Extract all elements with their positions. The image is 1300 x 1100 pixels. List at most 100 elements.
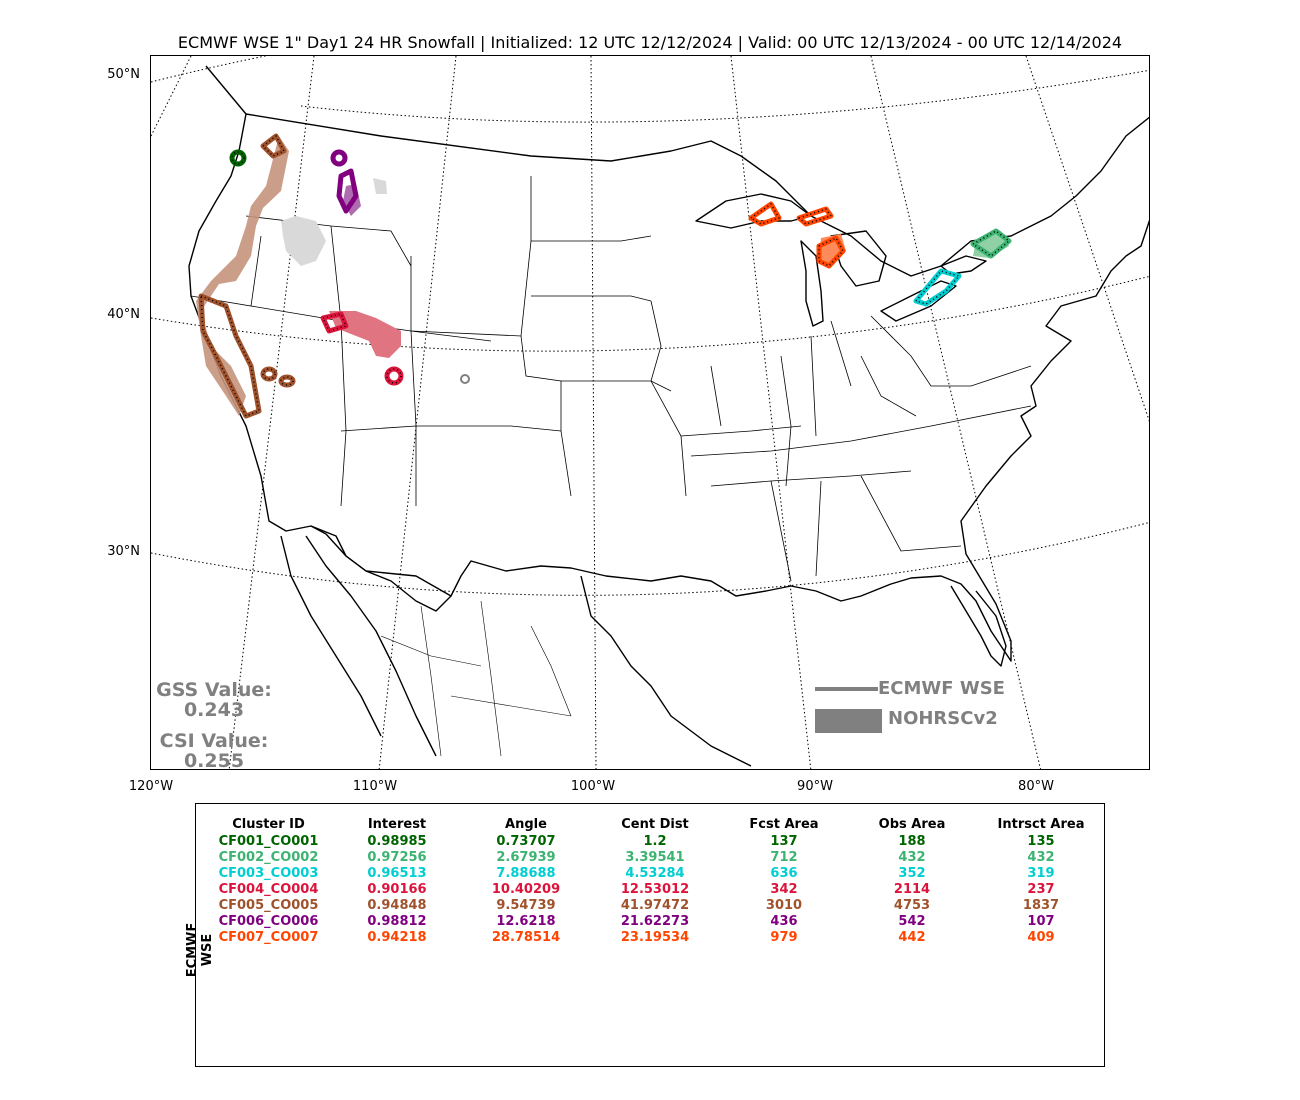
- lon-line-60w: [1025, 56, 1149, 422]
- stats-table-frame: [195, 803, 1105, 1067]
- lake-huron: [830, 230, 887, 287]
- fcst-object-cf007-a: [748, 201, 782, 227]
- table-cell: 442: [898, 929, 926, 945]
- fcst-object-cf001: [229, 149, 247, 167]
- mexico-west-coast: [305, 535, 437, 757]
- table-cell: CF004_CO004: [218, 881, 319, 897]
- map-title: ECMWF WSE 1" Day1 24 HR Snowfall | Initi…: [177, 33, 1123, 52]
- table-row: CF006_CO006 0.98812 12.6218 21.62273 436 542 1…: [205, 913, 1106, 929]
- table-cell: 0.98812: [367, 913, 427, 929]
- lat-label-40n: 40°N: [107, 307, 140, 322]
- table-cell: 0.98985: [367, 833, 427, 849]
- observed-objects: [196, 136, 1009, 416]
- legend-observed-label: NOHRSCv2: [888, 708, 998, 729]
- lat-line-40n: [151, 275, 1149, 352]
- lon-line-80w: [730, 56, 812, 769]
- state-lines: [190, 176, 1032, 582]
- fcst-object-cf005-a: [260, 133, 287, 159]
- lon-line-90w: [590, 56, 597, 769]
- table-cell: 21.62273: [620, 913, 690, 929]
- header-obs-area: Obs Area: [878, 816, 946, 832]
- mexico-border: [310, 525, 452, 597]
- gulf-coast: [580, 575, 752, 767]
- fcst-object-cf005-b: [198, 293, 262, 419]
- table-cell: 9.54739: [496, 897, 556, 913]
- fcst-object-cf006-b: [336, 168, 359, 214]
- table-row: CF004_CO004 0.90166 10.40209 12.53012 342 211…: [205, 881, 1106, 897]
- lon-line-70w: [870, 56, 1042, 769]
- coastline: [188, 65, 1149, 767]
- table-cell: 319: [1027, 865, 1055, 881]
- header-interest: Interest: [367, 816, 427, 832]
- obs-region-cf005: [196, 136, 289, 416]
- obs-region-unmatched-2: [373, 178, 387, 194]
- table-cell: 0.97256: [367, 849, 427, 865]
- lon-label-110w: 110°W: [352, 779, 398, 794]
- csi-label: CSI Value:: [159, 730, 269, 752]
- table-cell: 0.73707: [496, 833, 556, 849]
- table-cell: CF007_CO007: [218, 929, 319, 945]
- table-cell: 188: [898, 833, 926, 849]
- table-cell: 1.2: [643, 833, 667, 849]
- gss-label: GSS Value:: [156, 679, 272, 701]
- table-cell: 135: [1027, 833, 1055, 849]
- canada-boundary: [245, 113, 1149, 277]
- table-cell: 2114: [893, 881, 931, 897]
- lat-line-50n: [151, 56, 268, 83]
- header-angle: Angle: [505, 816, 547, 832]
- table-cell: 636: [770, 865, 798, 881]
- table-cell: CF002_CO002: [218, 849, 319, 865]
- legend-forecast-swatch: [815, 687, 878, 691]
- fcst-object-cf007-c: [816, 235, 846, 269]
- us-outline: [188, 65, 1149, 662]
- table-cell: 979: [770, 929, 798, 945]
- table-cell: 137: [770, 833, 798, 849]
- lon-label-100w: 100°W: [570, 779, 616, 794]
- table-cell: CF003_CO003: [218, 865, 319, 881]
- lon-line-120w: [151, 56, 192, 137]
- fcst-object-cf006-a: [330, 149, 348, 167]
- stats-table: Cluster ID Interest Angle Cent Dist Fcst…: [205, 815, 1106, 945]
- fcst-object-unmatched: [460, 374, 470, 384]
- fcst-object-cf005-d: [278, 374, 296, 388]
- fcst-object-cf004-a: [320, 311, 349, 334]
- table-cell: 3010: [765, 897, 803, 913]
- table-cell: 2.67939: [496, 849, 556, 865]
- header-fcst-area: Fcst Area: [749, 816, 819, 832]
- table-cell: CF006_CO006: [218, 913, 319, 929]
- table-cell: 237: [1027, 881, 1055, 897]
- table-cell: 107: [1027, 913, 1055, 929]
- lon-line-100w: [378, 56, 457, 769]
- table-cell: 4753: [893, 897, 931, 913]
- table-cell: 0.90166: [367, 881, 427, 897]
- fcst-object-cf004-b: [384, 366, 404, 386]
- lat-label-50n: 50°N: [107, 67, 140, 82]
- table-cell: 432: [1027, 849, 1055, 865]
- table-cell: 10.40209: [491, 881, 561, 897]
- florida: [950, 585, 1007, 667]
- table-cell: 352: [898, 865, 926, 881]
- forecast-objects: [198, 133, 1012, 419]
- table-cell: 3.39541: [625, 849, 685, 865]
- table-cell: 432: [898, 849, 926, 865]
- table-cell: 712: [770, 849, 798, 865]
- header-cent-dist: Cent Dist: [621, 816, 689, 832]
- table-row: CF005_CO005 0.94848 9.54739 41.97472 3010 475…: [205, 897, 1106, 913]
- table-cell: 1837: [1022, 897, 1060, 913]
- lon-line-110w: [228, 56, 315, 769]
- lat-label-30n: 30°N: [107, 544, 140, 559]
- table-cell: 7.88688: [496, 865, 556, 881]
- lon-label-120w: 120°W: [128, 779, 174, 794]
- table-cell: CF001_CO001: [218, 833, 319, 849]
- table-cell: 12.53012: [620, 881, 690, 897]
- table-cell: 12.6218: [496, 913, 556, 929]
- lon-label-80w: 80°W: [1018, 779, 1054, 794]
- mexico-state-lines: [380, 600, 572, 757]
- table-cell: 342: [770, 881, 798, 897]
- obs-region-cf004: [329, 311, 401, 358]
- table-row: CF003_CO003 0.96513 7.88688 4.53284 636 352 31…: [205, 865, 1106, 881]
- baja-peninsula: [280, 535, 382, 737]
- table-cell: 0.94848: [367, 897, 427, 913]
- lat-line-30n: [151, 521, 1149, 596]
- fcst-object-cf002: [970, 228, 1012, 259]
